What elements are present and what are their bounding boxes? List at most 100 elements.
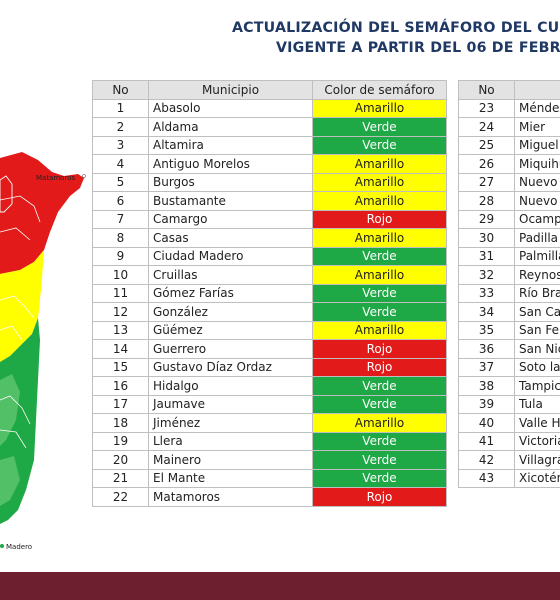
row-number: 18 <box>92 413 149 433</box>
table-row: 8 Casas Amarillo <box>92 228 447 248</box>
table-header-row: No Municipio Color de semáforo <box>92 80 447 100</box>
municipio-name: Tula <box>514 394 560 414</box>
semaforo-color: Verde <box>312 450 447 470</box>
row-number: 33 <box>458 283 515 303</box>
municipio-name: Miquihu <box>514 154 560 174</box>
row-number: 28 <box>458 191 515 211</box>
table-row: 26Miquihu <box>458 154 560 174</box>
municipio-name: Mainero <box>148 450 313 470</box>
row-number: 43 <box>458 468 515 488</box>
row-number: 26 <box>458 154 515 174</box>
municipio-name: Llera <box>148 431 313 451</box>
row-number: 21 <box>92 468 149 488</box>
semaforo-color: Verde <box>312 394 447 414</box>
table-row: 39 Tula <box>458 394 560 414</box>
table-row: 42 Villagrá <box>458 450 560 470</box>
map-label-matamoros: Matamoros <box>36 174 75 182</box>
municipio-name: San Nic <box>514 339 560 359</box>
semaforo-color: Rojo <box>312 357 447 377</box>
municipio-name: Méndez <box>514 98 560 118</box>
table-row: 40 Valle H <box>458 413 560 433</box>
row-number: 20 <box>92 450 149 470</box>
table-row: 7 Camargo Rojo <box>92 209 447 229</box>
semaforo-color: Amarillo <box>312 154 447 174</box>
row-number: 14 <box>92 339 149 359</box>
semaforo-color: Verde <box>312 431 447 451</box>
table-row: 10 Cruillas Amarillo <box>92 265 447 285</box>
municipio-name: Mier <box>514 117 560 137</box>
row-number: 1 <box>92 98 149 118</box>
municipio-name: Hidalgo <box>148 376 313 396</box>
semaforo-color: Amarillo <box>312 320 447 340</box>
semaforo-color: Amarillo <box>312 172 447 192</box>
municipio-name: González <box>148 302 313 322</box>
municipio-name: Burgos <box>148 172 313 192</box>
row-number: 17 <box>92 394 149 414</box>
semaforo-color: Verde <box>312 376 447 396</box>
header-municipio <box>514 80 560 100</box>
row-number: 2 <box>92 117 149 137</box>
tamaulipas-map: Matamoros Madero <box>0 152 86 551</box>
table-row: 3 Altamira Verde <box>92 135 447 155</box>
table-row: 15 Gustavo Díaz Ordaz Rojo <box>92 357 447 377</box>
municipio-name: Nuevo M <box>514 191 560 211</box>
row-number: 16 <box>92 376 149 396</box>
row-number: 36 <box>458 339 515 359</box>
row-number: 11 <box>92 283 149 303</box>
row-number: 3 <box>92 135 149 155</box>
page-title-line-2: VIGENTE A PARTIR DEL 06 DE FEBRER <box>276 40 560 56</box>
semaforo-color: Verde <box>312 246 447 266</box>
row-number: 27 <box>458 172 515 192</box>
row-number: 25 <box>458 135 515 155</box>
municipio-name: Villagrá <box>514 450 560 470</box>
table-row: 20 Mainero Verde <box>92 450 447 470</box>
matamoros-marker <box>82 174 86 178</box>
municipio-name: Nuevo L <box>514 172 560 192</box>
table-row: 32Reynosa <box>458 265 560 285</box>
map-region-green-light <box>0 374 20 446</box>
semaforo-color: Amarillo <box>312 228 447 248</box>
table-row: 13 Güémez Amarillo <box>92 320 447 340</box>
row-number: 4 <box>92 154 149 174</box>
table-row: 19 Llera Verde <box>92 431 447 451</box>
municipio-name: Miguel <box>514 135 560 155</box>
municipio-name: Xicotén <box>514 468 560 488</box>
row-number: 23 <box>458 98 515 118</box>
semaforo-color: Amarillo <box>312 413 447 433</box>
municipio-name: Cruillas <box>148 265 313 285</box>
table-row: 43 Xicotén <box>458 468 560 488</box>
table-row: 25 Miguel <box>458 135 560 155</box>
map-region-red <box>0 152 84 274</box>
row-number: 5 <box>92 172 149 192</box>
table-row: 6 Bustamante Amarillo <box>92 191 447 211</box>
table-row: 4 Antiguo Morelos Amarillo <box>92 154 447 174</box>
municipio-name: Altamira <box>148 135 313 155</box>
row-number: 19 <box>92 431 149 451</box>
row-number: 24 <box>458 117 515 137</box>
municipio-name: Valle H <box>514 413 560 433</box>
map-label-madero: Madero <box>6 543 32 551</box>
municipio-name: Camargo <box>148 209 313 229</box>
table-row: 12 González Verde <box>92 302 447 322</box>
table-row: 35 San Fer <box>458 320 560 340</box>
row-number: 15 <box>92 357 149 377</box>
row-number: 32 <box>458 265 515 285</box>
municipio-name: El Mante <box>148 468 313 488</box>
municipios-table-2: No 23Méndez24Mier25Miguel26Miquihu27Nuev… <box>458 80 560 488</box>
municipios-table-1: No Municipio Color de semáforo 1 Abasolo A… <box>92 80 447 507</box>
municipio-name: Guerrero <box>148 339 313 359</box>
semaforo-color: Verde <box>312 283 447 303</box>
municipio-name: Abasolo <box>148 98 313 118</box>
map-region-yellow <box>0 250 44 362</box>
row-number: 39 <box>458 394 515 414</box>
semaforo-color: Verde <box>312 468 447 488</box>
row-number: 40 <box>458 413 515 433</box>
row-number: 12 <box>92 302 149 322</box>
row-number: 22 <box>92 487 149 507</box>
table-row: 9 Ciudad Madero Verde <box>92 246 447 266</box>
table-row: 29Ocampo <box>458 209 560 229</box>
municipio-name: Ocampo <box>514 209 560 229</box>
